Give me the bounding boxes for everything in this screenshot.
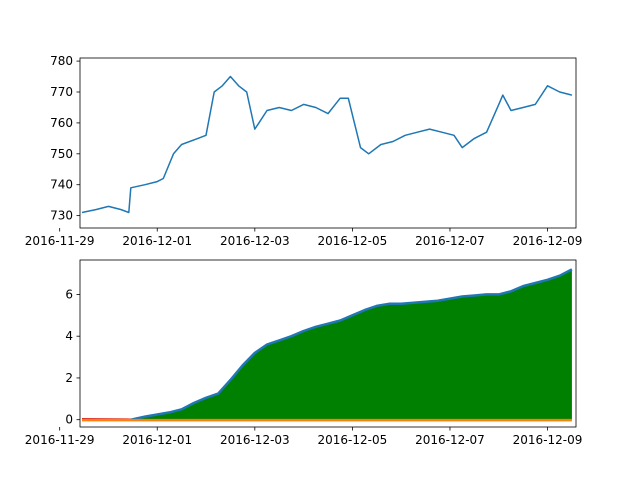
y-tick-label: 6 [65, 287, 73, 301]
y-tick-label: 750 [50, 147, 73, 161]
x-tick-label: 2016-11-29 [25, 234, 95, 248]
area-fill [82, 269, 572, 420]
plot-frame [79, 57, 577, 229]
series-line [81, 75, 573, 214]
y-tick-label: 770 [50, 85, 73, 99]
y-tick-label: 730 [50, 209, 73, 223]
x-tick-label: 2016-12-07 [415, 433, 485, 447]
x-tick-label: 2016-12-01 [122, 234, 192, 248]
y-tick-label: 740 [50, 178, 73, 192]
y-tick-label: 780 [50, 54, 73, 68]
y-tick-label: 760 [50, 116, 73, 130]
y-tick-label: 2 [65, 371, 73, 385]
x-tick-label: 2016-12-07 [415, 234, 485, 248]
price-line-chart: 2016-11-29 2016-12-01 2016-12-03 2016-12-05… [25, 54, 583, 248]
x-tick-label: 2016-12-09 [513, 234, 583, 248]
x-tick-label: 2016-12-03 [220, 234, 290, 248]
y-tick-label: 0 [65, 413, 73, 427]
cumulative-area-chart: 2016-11-29 2016-12-01 2016-12-03 2016-12-05… [25, 259, 583, 447]
y-tick-label: 4 [65, 329, 73, 343]
x-tick-label: 2016-11-29 [25, 433, 95, 447]
x-tick-label: 2016-12-01 [122, 433, 192, 447]
series-line [82, 268, 573, 421]
x-tick-label: 2016-12-05 [318, 433, 388, 447]
plot-frame [79, 259, 577, 428]
x-tick-label: 2016-12-05 [318, 234, 388, 248]
x-tick-label: 2016-12-09 [513, 433, 583, 447]
x-tick-label: 2016-12-03 [220, 433, 290, 447]
